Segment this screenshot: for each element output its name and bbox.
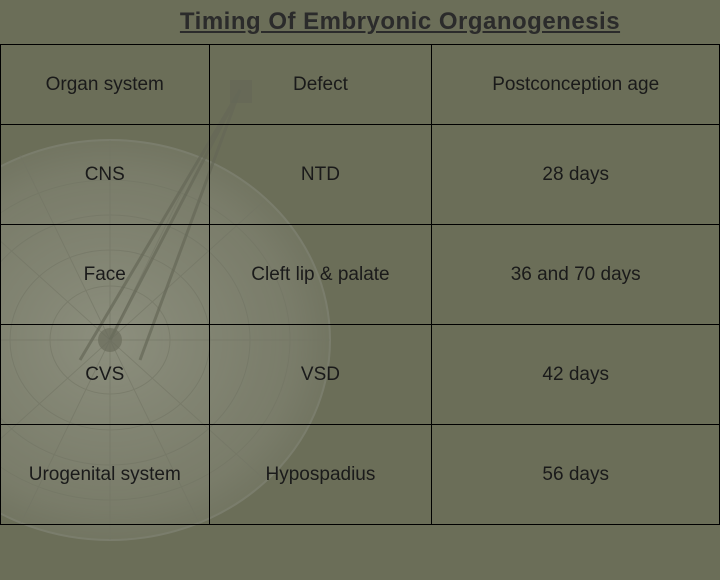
cell-defect: Hypospadius bbox=[209, 425, 432, 525]
cell-organ-system: CNS bbox=[1, 125, 210, 225]
col-header-organ-system: Organ system bbox=[1, 45, 210, 125]
table-row: CNS NTD 28 days bbox=[1, 125, 720, 225]
cell-age: 36 and 70 days bbox=[432, 225, 720, 325]
cell-organ-system: Face bbox=[1, 225, 210, 325]
col-header-defect: Defect bbox=[209, 45, 432, 125]
slide-title: Timing Of Embryonic Organogenesis bbox=[80, 8, 720, 36]
cell-age: 42 days bbox=[432, 325, 720, 425]
cell-defect: VSD bbox=[209, 325, 432, 425]
cell-age: 56 days bbox=[432, 425, 720, 525]
cell-defect: Cleft lip & palate bbox=[209, 225, 432, 325]
cell-defect: NTD bbox=[209, 125, 432, 225]
table-row: CVS VSD 42 days bbox=[1, 325, 720, 425]
col-header-postconception-age: Postconception age bbox=[432, 45, 720, 125]
table-row: Face Cleft lip & palate 36 and 70 days bbox=[1, 225, 720, 325]
organogenesis-table: Organ system Defect Postconception age C… bbox=[0, 44, 720, 525]
table-header-row: Organ system Defect Postconception age bbox=[1, 45, 720, 125]
cell-age: 28 days bbox=[432, 125, 720, 225]
cell-organ-system: CVS bbox=[1, 325, 210, 425]
table-row: Urogenital system Hypospadius 56 days bbox=[1, 425, 720, 525]
cell-organ-system: Urogenital system bbox=[1, 425, 210, 525]
